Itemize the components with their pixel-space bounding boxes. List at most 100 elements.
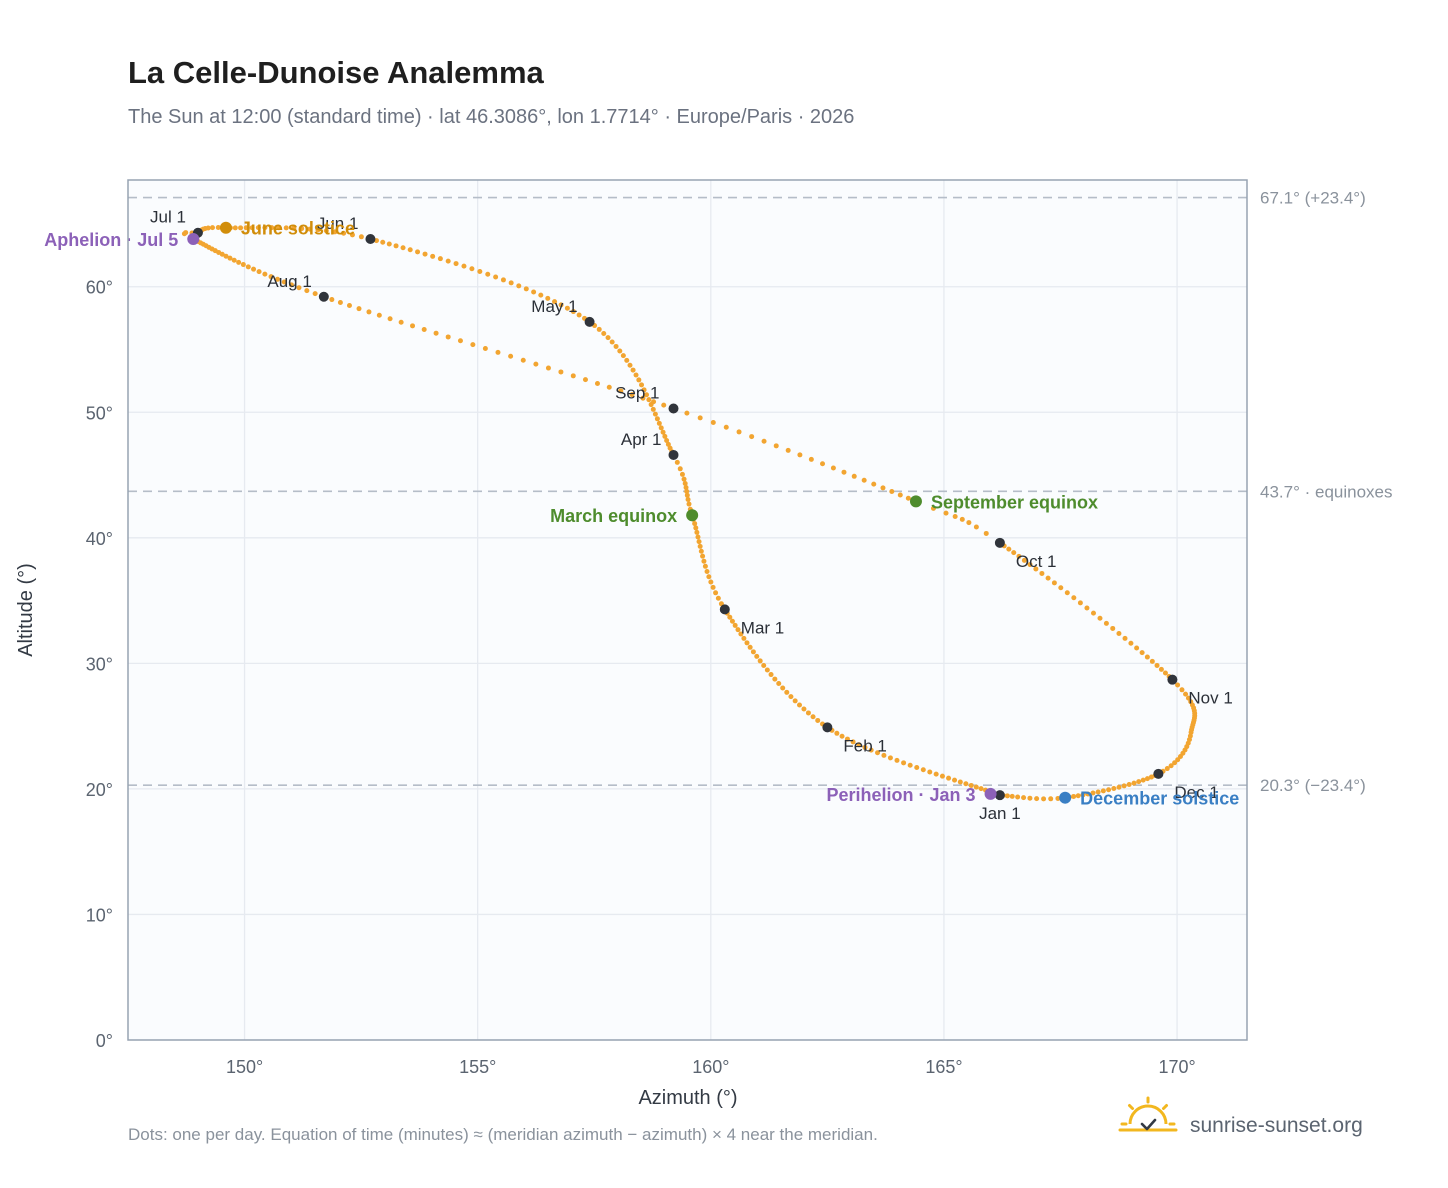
daily-dot xyxy=(978,786,984,792)
daily-dot xyxy=(639,382,645,388)
daily-dot xyxy=(684,492,690,498)
daily-dot xyxy=(437,256,443,262)
x-tick-label: 150° xyxy=(226,1057,263,1077)
daily-dot xyxy=(356,306,362,312)
month-marker-label: Jun 1 xyxy=(317,214,359,233)
daily-dot xyxy=(881,752,887,758)
daily-dot xyxy=(398,319,404,325)
daily-dot xyxy=(558,302,564,308)
daily-dot xyxy=(482,345,488,351)
y-tick-label: 0° xyxy=(96,1031,113,1051)
event-marker-dot xyxy=(686,509,699,522)
daily-dot xyxy=(627,362,633,368)
daily-dot xyxy=(387,316,393,322)
daily-dot xyxy=(296,285,302,291)
daily-dot xyxy=(851,473,857,479)
daily-dot xyxy=(1148,774,1154,780)
daily-dot xyxy=(249,225,255,231)
daily-dot xyxy=(656,420,662,426)
daily-dot xyxy=(1045,575,1051,581)
daily-dot xyxy=(764,667,770,673)
daily-dot xyxy=(868,747,874,753)
daily-dot xyxy=(531,289,537,295)
daily-dot xyxy=(376,312,382,318)
month-marker-dot xyxy=(719,604,730,615)
daily-dot xyxy=(636,377,642,383)
daily-dot xyxy=(629,392,635,398)
x-tick-label: 170° xyxy=(1158,1057,1195,1077)
daily-dot xyxy=(245,264,251,270)
daily-dot xyxy=(856,742,862,748)
month-marker-dot xyxy=(668,403,679,414)
month-marker-label: Feb 1 xyxy=(843,736,886,755)
event-marker-dot xyxy=(219,221,232,234)
daily-dot xyxy=(681,476,687,482)
daily-dot xyxy=(810,714,816,720)
daily-dot xyxy=(640,395,646,401)
daily-dot xyxy=(545,295,551,301)
daily-dot xyxy=(667,445,673,451)
reference-line-label: 20.3° (−23.4°) xyxy=(1260,776,1366,795)
month-marker-label: Sep 1 xyxy=(615,383,659,402)
sun-logo-icon xyxy=(1118,1096,1178,1132)
daily-dot xyxy=(695,534,701,540)
daily-dot xyxy=(684,410,690,416)
daily-dot xyxy=(957,779,963,785)
daily-dot xyxy=(694,529,700,535)
daily-dot xyxy=(652,411,658,417)
daily-dot xyxy=(973,784,979,790)
month-marker-label: Nov 1 xyxy=(1188,689,1232,708)
daily-dot xyxy=(797,452,803,458)
daily-dot xyxy=(644,392,650,398)
brand-name: sunrise-sunset.org xyxy=(1190,1114,1363,1137)
daily-dot xyxy=(685,496,691,502)
daily-dot xyxy=(618,388,624,394)
daily-dot xyxy=(358,234,364,240)
daily-dot xyxy=(1021,557,1027,563)
daily-dot xyxy=(788,694,794,700)
daily-dot xyxy=(240,262,246,268)
daily-dot xyxy=(430,253,436,259)
y-tick-label: 60° xyxy=(86,278,113,298)
daily-dot xyxy=(624,357,630,363)
daily-dot xyxy=(654,416,660,422)
daily-dot xyxy=(1110,625,1116,631)
daily-dot xyxy=(307,226,313,232)
daily-dot xyxy=(664,437,670,443)
y-tick-label: 30° xyxy=(86,654,113,674)
event-markers: June solstice Aphelion · Jul 5 March equin… xyxy=(44,219,1239,809)
daily-dot xyxy=(862,744,868,750)
daily-dot xyxy=(1064,590,1070,596)
daily-dot xyxy=(209,225,215,231)
daily-dot xyxy=(735,627,741,633)
daily-dot xyxy=(281,279,287,285)
daily-dot xyxy=(1139,650,1145,656)
daily-dot xyxy=(346,303,352,309)
daily-dot xyxy=(1027,562,1033,568)
daily-dot xyxy=(1027,795,1033,801)
daily-dot xyxy=(323,228,329,234)
daily-dot xyxy=(946,775,952,781)
daily-dot xyxy=(236,259,242,265)
daily-dot xyxy=(682,481,688,486)
daily-dot xyxy=(582,377,588,383)
event-marker-label: September equinox xyxy=(931,492,1098,512)
month-marker-dot xyxy=(1167,674,1178,685)
event-marker-dot xyxy=(909,495,922,508)
daily-dot xyxy=(1144,654,1150,660)
daily-dot xyxy=(952,514,958,520)
daily-dot xyxy=(684,488,690,494)
daily-dot xyxy=(973,524,979,530)
month-marker-dot xyxy=(318,291,329,302)
daily-dot xyxy=(393,243,399,249)
daily-dot xyxy=(1011,550,1017,556)
daily-dot xyxy=(660,429,666,435)
daily-dot xyxy=(761,662,767,668)
daily-dot xyxy=(701,558,707,564)
daily-dot xyxy=(1004,793,1010,799)
daily-dot xyxy=(1080,792,1086,798)
daily-dot xyxy=(905,495,911,501)
event-marker-label: Aphelion · Jul 5 xyxy=(44,230,178,250)
month-marker-dot xyxy=(584,316,595,327)
daily-dot xyxy=(1128,640,1134,646)
